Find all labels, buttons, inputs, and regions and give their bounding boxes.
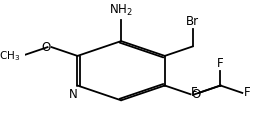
Text: N: N [69, 88, 77, 101]
Text: O: O [41, 41, 51, 54]
Text: CH$_3$: CH$_3$ [0, 49, 21, 63]
Text: F: F [217, 57, 224, 70]
Text: Br: Br [186, 15, 199, 28]
Text: F: F [243, 86, 250, 99]
Text: F: F [191, 86, 198, 99]
Text: O: O [192, 88, 201, 101]
Text: NH$_2$: NH$_2$ [109, 3, 133, 18]
